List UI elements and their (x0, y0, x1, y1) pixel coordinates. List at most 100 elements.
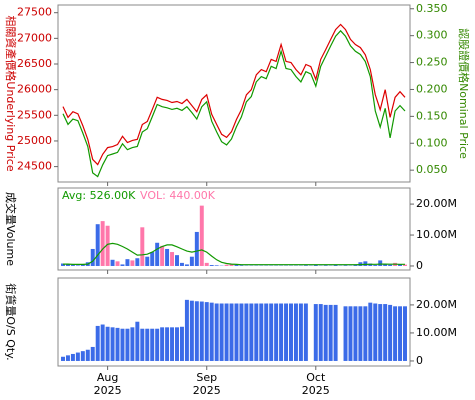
bar (229, 303, 234, 361)
bar (80, 264, 85, 266)
avg-label: Avg: 526.00K (62, 189, 136, 202)
bar (313, 265, 318, 266)
bar (140, 227, 145, 266)
bar (398, 264, 403, 266)
y-axis-title: 街貨量O/S Qty. (4, 283, 18, 360)
bar (120, 264, 125, 266)
bar (90, 346, 95, 361)
bar (204, 262, 209, 266)
bar (75, 265, 80, 266)
bar (179, 326, 184, 361)
bar (368, 302, 373, 361)
bar (170, 252, 175, 266)
bar (165, 327, 170, 361)
bar (239, 265, 244, 266)
bar (269, 303, 274, 361)
bar (179, 262, 184, 266)
series-line (62, 29, 406, 178)
bar (343, 306, 348, 361)
bar (105, 225, 110, 266)
bar (318, 304, 323, 361)
bar (175, 327, 179, 361)
bar (259, 303, 264, 361)
panel-frame (57, 4, 411, 183)
bar (80, 351, 85, 361)
y2-tick-label: 0.350 (416, 2, 448, 15)
series-line (62, 23, 406, 166)
bar (145, 328, 150, 361)
y-tick-label: 27000 (17, 31, 52, 44)
panel-frame (57, 187, 411, 271)
bar (333, 304, 338, 361)
y2-tick-label: 0.150 (416, 109, 448, 122)
bar (239, 303, 244, 361)
bar (155, 328, 160, 361)
bar (214, 265, 219, 266)
y-tick-label: 20.00M (416, 298, 457, 311)
bar (254, 303, 259, 361)
bar (303, 303, 308, 361)
bar (189, 300, 194, 361)
bar (95, 224, 100, 266)
bar (105, 326, 110, 361)
bar (388, 304, 393, 361)
y2-tick-label: 0.200 (416, 82, 448, 95)
bar (90, 248, 95, 266)
bar (343, 265, 348, 266)
bar (398, 306, 403, 361)
bar (274, 303, 279, 361)
bar (110, 259, 115, 266)
bar (194, 301, 199, 361)
bar (150, 328, 155, 361)
y-tick-label: 10.00M (416, 326, 457, 339)
bar (100, 324, 105, 361)
x-tick-label: Aug (97, 371, 118, 384)
y-tick-label: 26000 (17, 83, 52, 96)
y-tick-label: 20.00M (416, 197, 457, 210)
bar (130, 260, 135, 266)
y-axis-title: 成交量Volume (4, 192, 18, 266)
bar (244, 303, 249, 361)
bar (65, 355, 70, 361)
bar (209, 265, 214, 266)
bar (145, 256, 150, 266)
bar (175, 255, 179, 266)
bar (383, 264, 388, 266)
bar (229, 264, 234, 266)
x-tick-label: Sep (196, 371, 217, 384)
bar (100, 221, 105, 266)
bar (303, 265, 308, 266)
y-tick-label: 24500 (17, 160, 52, 173)
bar (204, 302, 209, 361)
y-tick-label: 25000 (17, 134, 52, 147)
bar (279, 303, 284, 361)
y2-tick-label: 0.300 (416, 29, 448, 42)
bar (135, 321, 140, 361)
bar (403, 306, 407, 361)
y-tick-label: 26500 (17, 57, 52, 70)
bar (313, 304, 318, 361)
bar (353, 306, 358, 361)
y2-axis-title: 認股證價格Nominal Price (457, 28, 471, 159)
bar (184, 264, 189, 266)
bar (160, 327, 165, 361)
bar (150, 252, 155, 266)
bar (378, 304, 383, 361)
bar (323, 304, 328, 361)
bar (373, 265, 378, 266)
bar (61, 263, 65, 266)
bar (61, 356, 65, 361)
bar (323, 265, 328, 266)
bar (219, 303, 224, 361)
bar (293, 303, 298, 361)
bar (130, 327, 135, 361)
bar (70, 353, 75, 361)
bar (125, 328, 130, 361)
x-tick-year: 2025 (302, 384, 330, 397)
bar (120, 328, 125, 361)
y2-tick-label: 0.250 (416, 56, 448, 69)
panel-frame (57, 277, 411, 367)
y-tick-label: 27500 (17, 6, 52, 19)
bar (234, 303, 239, 361)
y-axis-title: 相關資產價格Underlying Price (4, 15, 18, 171)
